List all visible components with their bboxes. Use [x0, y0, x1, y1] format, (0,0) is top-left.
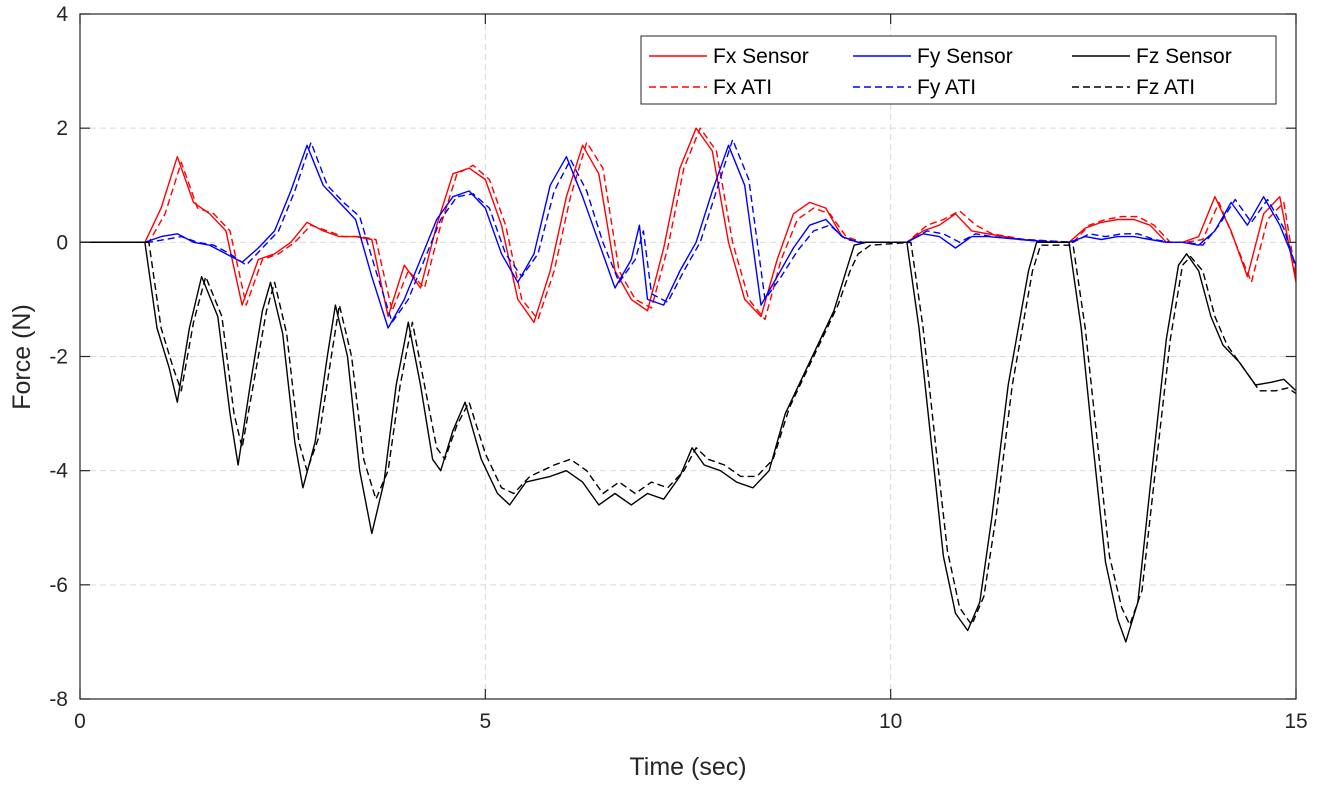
series-line-fx-sensor [80, 127, 1297, 323]
x-tick-label: 10 [879, 710, 902, 733]
y-tick-label: -6 [49, 574, 68, 597]
y-axis-title: Force (N) [8, 304, 36, 410]
y-tick-label: -4 [49, 460, 68, 483]
legend-box [640, 35, 1277, 105]
grid-lines [80, 14, 1296, 699]
axis-ticks: 0 5 10 15 -8 -6 -4 -2 0 2 4 [49, 3, 1307, 733]
series-line-fy-ati [80, 138, 1297, 323]
y-tick-label: 2 [56, 117, 68, 140]
series-line-fz-sensor [80, 241, 1297, 643]
legend-label-fx-ati: Fx ATI [713, 76, 772, 99]
y-tick-label: -8 [49, 688, 68, 711]
legend-label-fy-sensor: Fy Sensor [917, 45, 1013, 68]
x-tick-label: 5 [479, 710, 491, 733]
legend-label-fz-ati: Fz ATI [1136, 76, 1195, 99]
legend-label-fx-sensor: Fx Sensor [713, 45, 809, 68]
series-line-fz-ati [80, 241, 1297, 626]
legend-label-fz-sensor: Fz Sensor [1136, 45, 1232, 68]
x-tick-label: 15 [1284, 710, 1307, 733]
series-line-fy-sensor [80, 144, 1297, 329]
series-line-fx-ati [80, 127, 1297, 321]
legend-label-fy-ati: Fy ATI [917, 76, 976, 99]
y-tick-label: 0 [56, 231, 68, 254]
y-tick-label: 4 [56, 3, 68, 26]
series-lines [80, 127, 1297, 643]
x-tick-label: 0 [74, 710, 86, 733]
x-axis-title: Time (sec) [629, 753, 746, 781]
legend: Fx Sensor Fy Sensor Fz Sensor Fx ATI Fy ATI F… [640, 35, 1277, 105]
y-tick-label: -2 [49, 346, 68, 369]
